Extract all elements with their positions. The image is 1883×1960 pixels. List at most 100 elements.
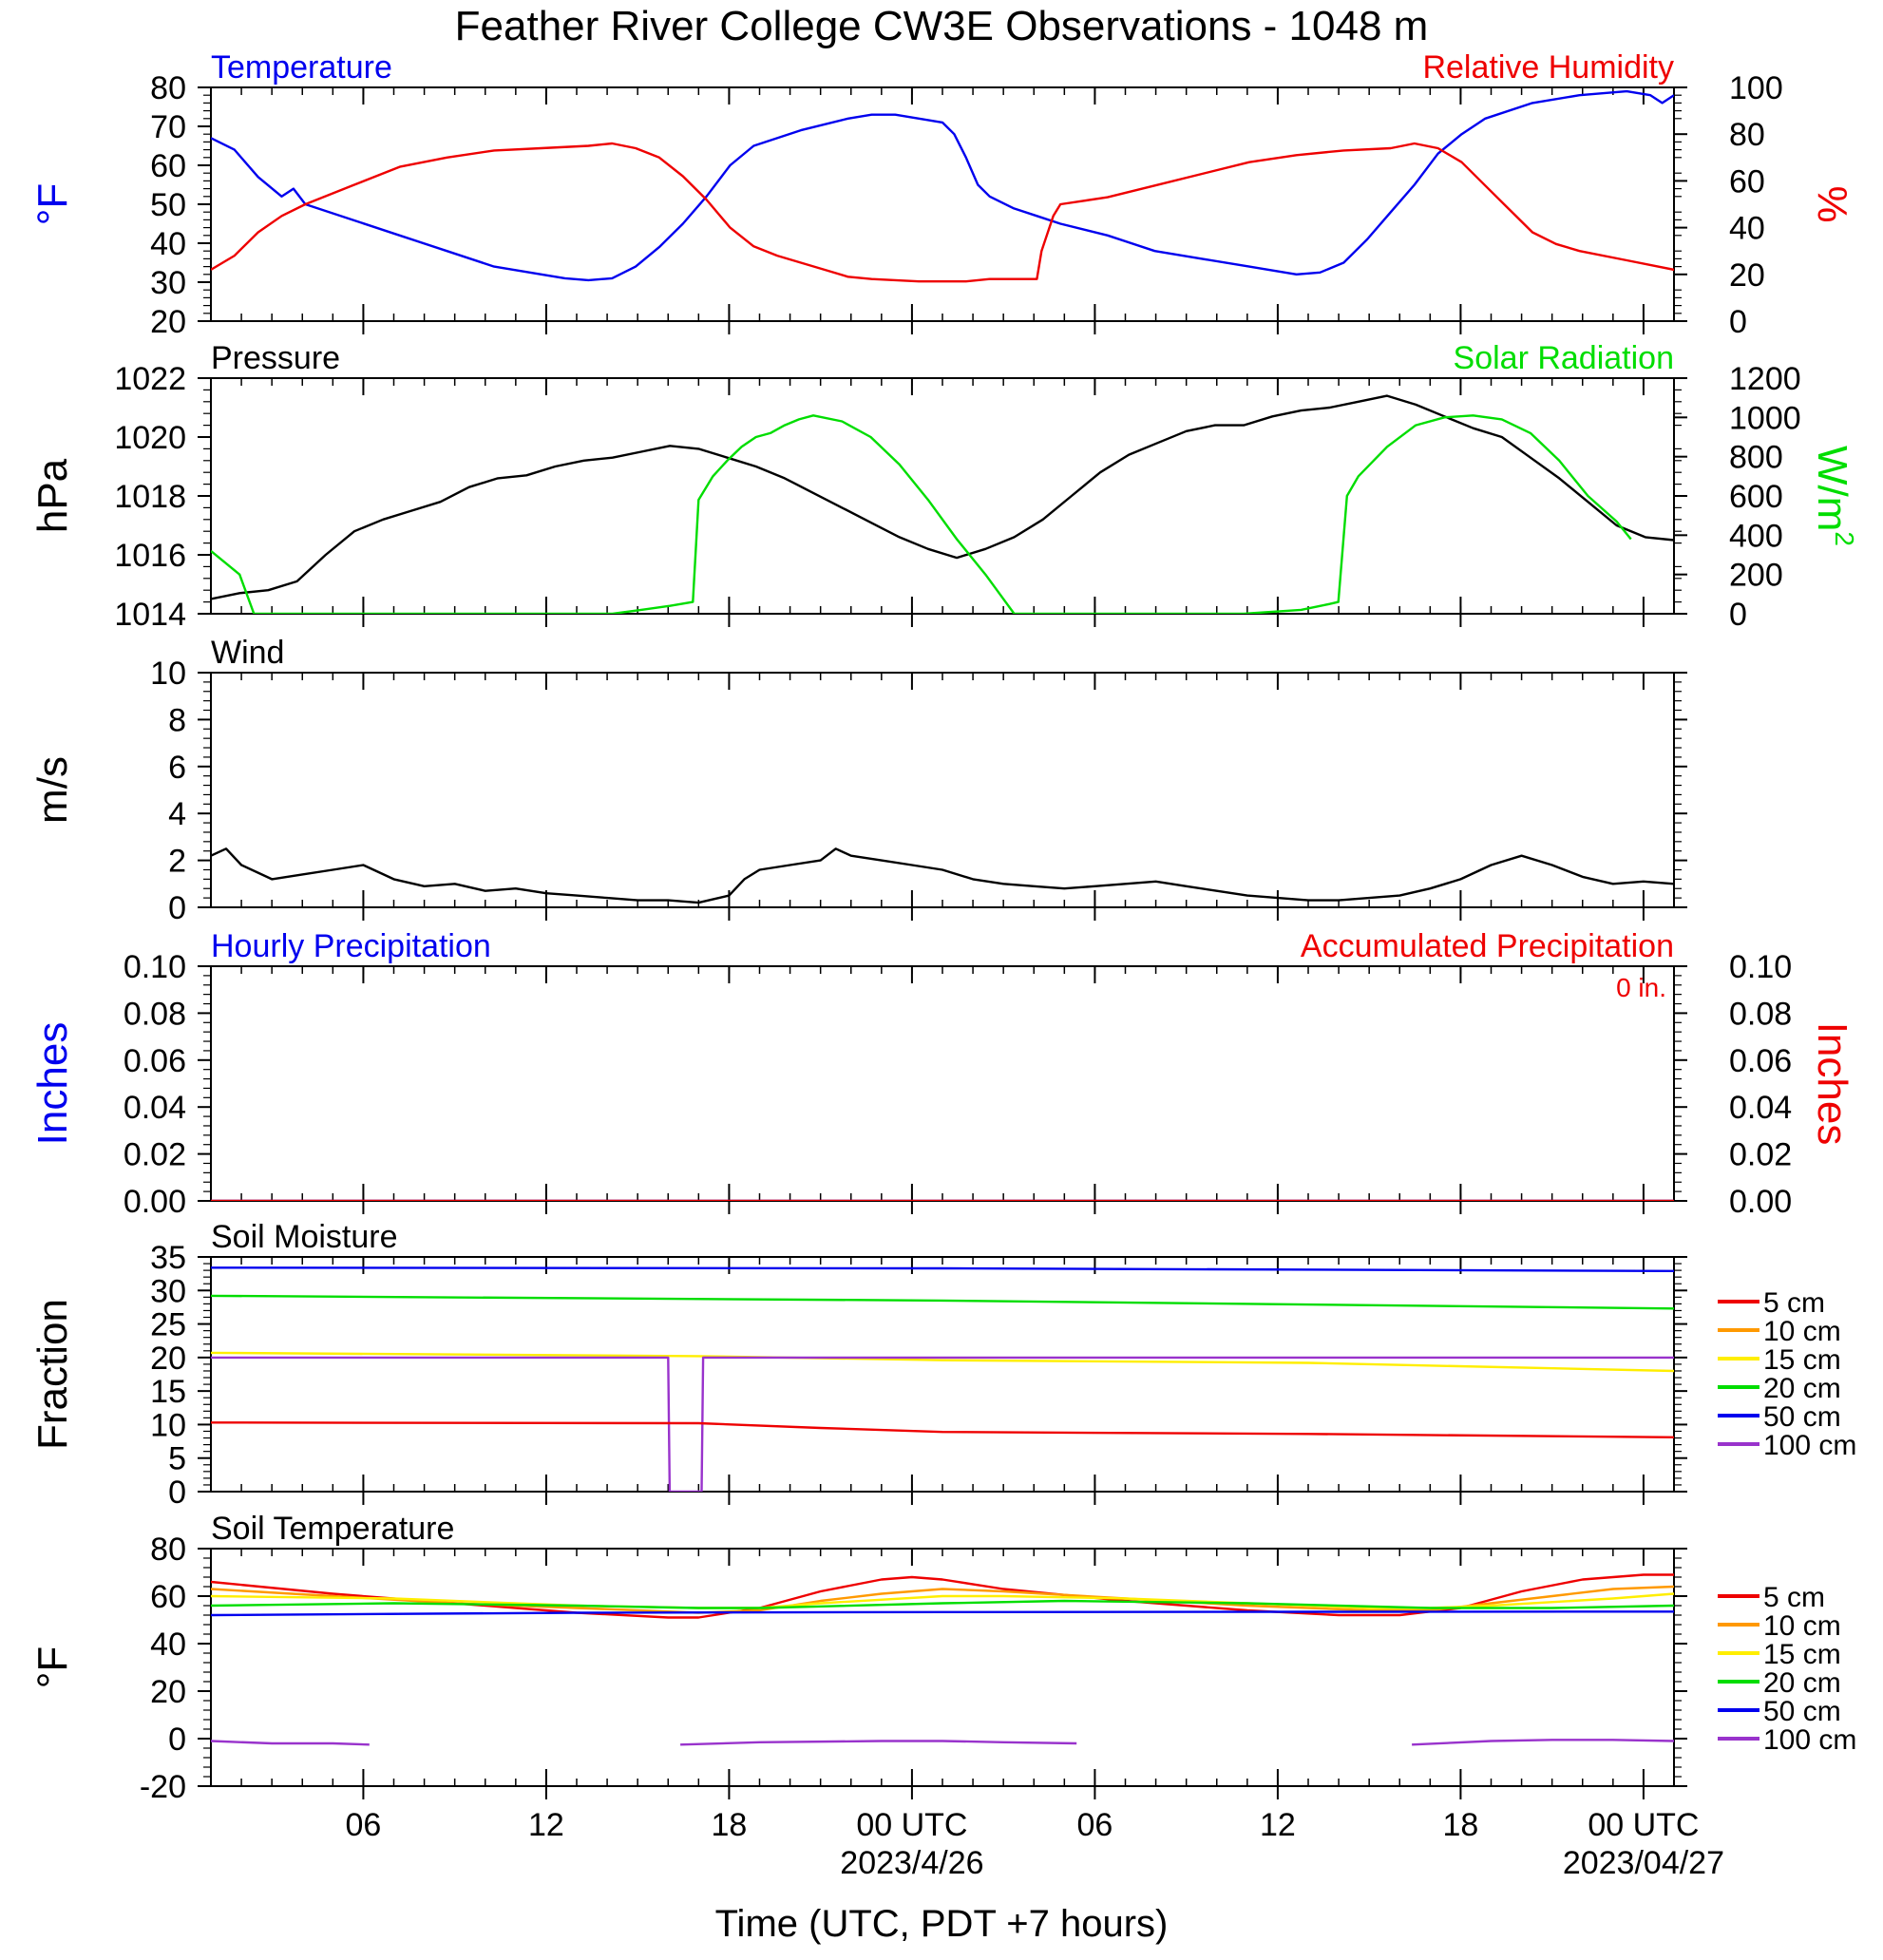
y-left-tick-label: 10: [150, 656, 186, 692]
x-tick-label: 00 UTC: [856, 1807, 967, 1843]
series-line-50-cm: [211, 1610, 1674, 1617]
series-line-100-cm: [211, 1356, 1674, 1492]
y-right-tick-label: 0.04: [1729, 1090, 1792, 1126]
y-left-tick-label: 30: [150, 1273, 186, 1309]
y-left-tick-label: 20: [150, 1341, 186, 1377]
y-left-tick-label: 60: [150, 1579, 186, 1615]
panel-precip: 0.00 0.02 0.04 0.06 0.08 0.10 0.00 0.02 0.04 0.06…: [29, 928, 1855, 1220]
legend-label: 15 cm: [1763, 1639, 1841, 1670]
y-left-tick-label: 1020: [114, 420, 186, 456]
y-left-tick-label: 50: [150, 187, 186, 223]
y-left-axis-label: Fraction: [29, 1299, 76, 1450]
y-right-tick-label: 400: [1729, 518, 1783, 554]
series-line-15-cm: [211, 1351, 1674, 1373]
y-left-tick-label: 0: [168, 1475, 186, 1511]
panel-left-title: Hourly Precipitation: [211, 928, 491, 964]
y-left-axis-label: °F: [29, 183, 76, 225]
panel-left-title: Wind: [211, 635, 284, 671]
x-date-label: 2023/04/27: [1563, 1845, 1724, 1881]
legend-label: 5 cm: [1763, 1582, 1825, 1613]
y-left-tick-label: 1018: [114, 479, 186, 515]
y-right-axis-label-text: W/m: [1809, 446, 1855, 531]
y-left-tick-label: 10: [150, 1407, 186, 1443]
x-tick-label: 06: [346, 1807, 382, 1843]
y-right-axis-label-text: Inches: [1809, 1022, 1855, 1146]
series-line-50-cm: [211, 1266, 1674, 1272]
x-date-label: 2023/4/26: [840, 1845, 983, 1881]
x-tick-label: 18: [712, 1807, 748, 1843]
y-left-tick-label: 0.08: [124, 996, 186, 1032]
panel-right-title: Relative Humidity: [1422, 49, 1674, 86]
accumulated-total-label: 0 in.: [1616, 973, 1666, 1002]
legend-label: 10 cm: [1763, 1610, 1841, 1642]
x-tick-label: 12: [1260, 1807, 1296, 1843]
y-left-tick-label: 6: [168, 750, 186, 786]
series-line-10-cm: [211, 1585, 1674, 1614]
y-left-tick-label: 0: [168, 1722, 186, 1758]
y-left-axis-label: m/s: [29, 756, 76, 824]
series-group: [211, 394, 1674, 614]
y-left-tick-label: 60: [150, 148, 186, 184]
legend-label: 5 cm: [1763, 1287, 1825, 1319]
y-right-tick-label: 1000: [1729, 400, 1801, 436]
panel-left-title: Temperature: [211, 49, 392, 86]
legend-label: 20 cm: [1763, 1373, 1841, 1404]
series-group: [211, 89, 1674, 283]
y-left-tick-label: 80: [150, 70, 186, 106]
series-group: [211, 1573, 1674, 1746]
y-right-tick-label: 20: [1729, 257, 1765, 294]
y-right-axis-label: %: [1809, 185, 1855, 222]
y-left-tick-label: 15: [150, 1374, 186, 1410]
y-right-tick-label: 0.02: [1729, 1137, 1792, 1173]
panel-left-title: Pressure: [211, 340, 340, 376]
x-tick-label: 00 UTC: [1588, 1807, 1699, 1843]
panel-left-title: Soil Moisture: [211, 1219, 398, 1255]
y-left-tick-label: 5: [168, 1441, 186, 1477]
y-right-tick-label: 40: [1729, 211, 1765, 247]
legend-label: 10 cm: [1763, 1316, 1841, 1347]
plot-frame: [210, 1256, 1675, 1493]
x-tick-label: 12: [528, 1807, 564, 1843]
y-left-tick-label: 1016: [114, 538, 186, 574]
y-right-tick-label: 600: [1729, 479, 1783, 515]
series-line-100-cm: [1412, 1739, 1674, 1746]
y-right-tick-label: 0.06: [1729, 1043, 1792, 1079]
y-left-tick-label: 0.06: [124, 1043, 186, 1079]
chart-title: Feather River College CW3E Observations …: [455, 3, 1429, 49]
x-tick-label: 18: [1443, 1807, 1479, 1843]
y-right-axis-label-sup: 2: [1830, 531, 1859, 546]
series-line-5-cm: [211, 1573, 1674, 1619]
x-axis-label: Time (UTC, PDT +7 hours): [715, 1903, 1169, 1945]
series-line-15-cm: [211, 1592, 1674, 1609]
series-line-100-cm: [680, 1740, 1077, 1746]
y-right-tick-label: 0: [1729, 304, 1747, 340]
y-left-tick-label: 2: [168, 844, 186, 880]
legend-label: 100 cm: [1763, 1724, 1856, 1756]
y-right-tick-label: 1200: [1729, 361, 1801, 397]
y-right-tick-label: 0.10: [1729, 949, 1792, 985]
y-left-tick-label: 40: [150, 1627, 186, 1663]
y-left-tick-label: 40: [150, 226, 186, 262]
y-right-tick-label: 60: [1729, 163, 1765, 200]
y-left-tick-label: 35: [150, 1240, 186, 1276]
y-left-tick-label: 0: [168, 890, 186, 926]
legend-label: 50 cm: [1763, 1696, 1841, 1727]
y-left-tick-label: 25: [150, 1307, 186, 1343]
y-right-tick-label: 0.08: [1729, 996, 1792, 1032]
series-line-pressure: [211, 394, 1674, 600]
y-left-tick-label: 0.02: [124, 1137, 186, 1173]
legend-label: 15 cm: [1763, 1344, 1841, 1376]
y-left-tick-label: 20: [150, 304, 186, 340]
x-tick-label: 06: [1077, 1807, 1113, 1843]
y-left-tick-label: 70: [150, 109, 186, 145]
panel-right-title: Solar Radiation: [1454, 340, 1674, 376]
y-right-axis-label-text: %: [1809, 185, 1855, 222]
